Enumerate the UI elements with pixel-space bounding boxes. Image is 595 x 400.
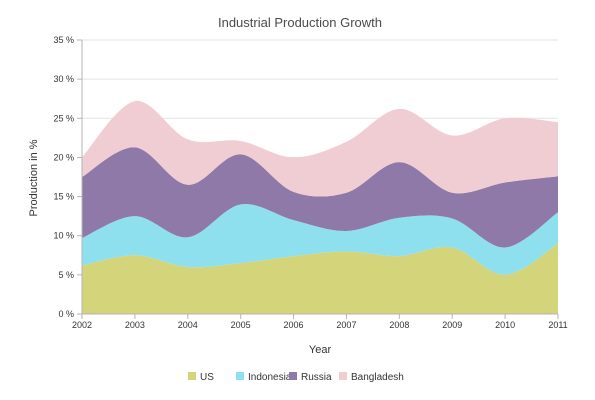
y-tick-label: 5 % (58, 270, 74, 280)
legend-item-russia[interactable]: Russia (289, 372, 332, 383)
x-tick-label: 2004 (178, 320, 198, 330)
legend-label: Bangladesh (351, 372, 404, 383)
chart-title: Industrial Production Growth (218, 15, 382, 30)
x-tick-label: 2008 (389, 320, 409, 330)
legend-label: Russia (301, 372, 332, 383)
y-axis-title: Production in % (28, 139, 40, 216)
x-tick-label: 2010 (495, 320, 515, 330)
x-tick-label: 2002 (72, 320, 92, 330)
x-tick-label: 2007 (336, 320, 356, 330)
legend-swatch (339, 372, 347, 380)
legend-label: US (200, 372, 214, 383)
legend-item-bangladesh[interactable]: Bangladesh (339, 372, 404, 383)
x-tick-label: 2003 (125, 320, 145, 330)
legend-swatch (188, 372, 196, 380)
y-axis-tick-labels: 0 % 5 % 10 % 15 % 20 % 25 % 30 % 35 % (53, 35, 74, 319)
y-tick-label: 15 % (53, 192, 74, 202)
area-russia[interactable] (82, 147, 558, 248)
axes (81, 40, 559, 319)
legend: US Indonesia Russia Bangladesh (188, 372, 404, 383)
legend-item-indonesia[interactable]: Indonesia (236, 372, 292, 383)
x-axis-title: Year (309, 344, 332, 356)
x-tick-label: 2011 (548, 320, 567, 330)
x-tick-label: 2005 (231, 320, 251, 330)
legend-swatch (236, 372, 244, 380)
area-indonesia[interactable] (82, 204, 558, 275)
legend-label: Indonesia (248, 372, 292, 383)
area-bangladesh[interactable] (82, 100, 558, 197)
legend-swatch (289, 372, 297, 380)
x-axis-tick-labels: 2002 2003 2004 2005 2006 2007 2008 2009 2010 2011 (72, 320, 568, 330)
x-tick-label: 2006 (284, 320, 304, 330)
x-tick-label: 2009 (442, 320, 462, 330)
y-tick-label: 10 % (53, 231, 74, 241)
area-series-group (82, 100, 558, 315)
legend-item-us[interactable]: US (188, 372, 214, 383)
y-tick-label: 20 % (53, 152, 74, 162)
y-tick-label: 0 % (58, 309, 74, 319)
y-tick-label: 30 % (53, 74, 74, 84)
y-tick-label: 35 % (53, 35, 74, 45)
y-tick-label: 25 % (53, 113, 74, 123)
area-us[interactable] (82, 243, 558, 315)
